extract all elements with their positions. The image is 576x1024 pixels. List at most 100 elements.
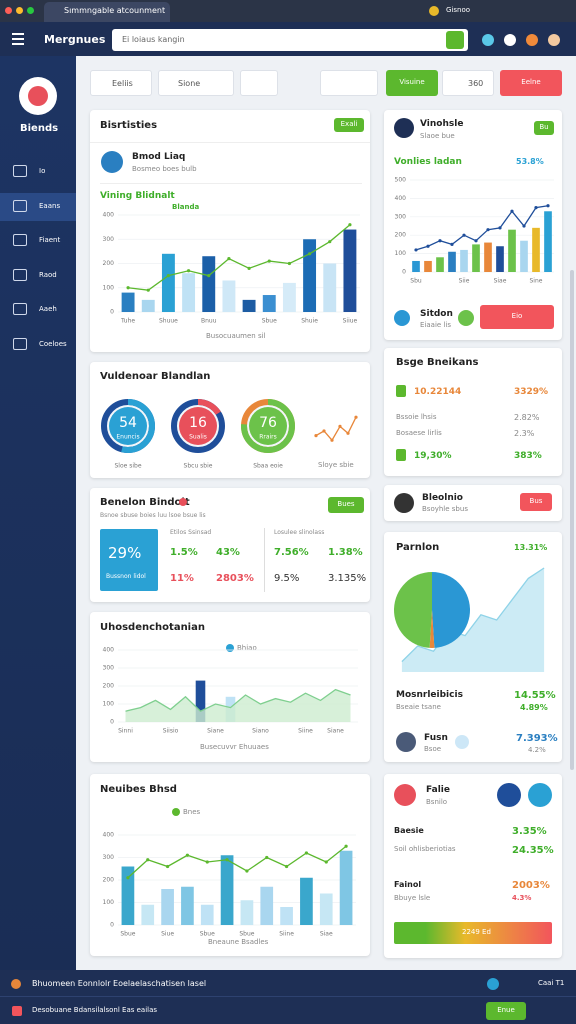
- nav-item[interactable]: Coeloes: [39, 339, 67, 348]
- column-head: Losulee slinolass: [274, 529, 325, 536]
- metric: 3.135%: [328, 573, 367, 584]
- footer-button[interactable]: [486, 1002, 526, 1020]
- card-button[interactable]: [334, 118, 364, 132]
- scrollbar[interactable]: [570, 270, 574, 770]
- subtitle: Slaoe bue: [420, 132, 455, 140]
- card: [90, 110, 370, 352]
- name: Sitdon: [420, 309, 453, 319]
- row-label: 10.22144: [414, 387, 462, 397]
- card-button[interactable]: [328, 497, 364, 513]
- logo-mark: [28, 86, 48, 106]
- header-icon: [526, 34, 538, 46]
- card-title: Falie: [426, 785, 450, 795]
- metric: 1.38%: [328, 547, 363, 558]
- action-icon: [528, 783, 552, 807]
- nav-item[interactable]: Fiaent: [39, 236, 61, 244]
- menu-icon[interactable]: [12, 38, 24, 40]
- danger-button[interactable]: [500, 70, 562, 96]
- nav-icon: [13, 337, 27, 350]
- primary-button-label[interactable]: Visuine: [399, 78, 425, 86]
- value: 53.8%: [516, 157, 544, 166]
- nav-icon: [13, 234, 27, 246]
- row-value: 383%: [514, 451, 542, 461]
- column-head: Etilos Ssinsad: [170, 529, 212, 536]
- badge-label[interactable]: Bu: [539, 123, 549, 131]
- search-bar[interactable]: [112, 29, 468, 51]
- legend: Bhiao: [237, 644, 257, 652]
- subtitle-note: Bosmeo boes bulb: [132, 165, 197, 173]
- nav-item[interactable]: Raod: [39, 270, 57, 279]
- row-value: 2.3%: [514, 429, 535, 438]
- card-title: Neuibes Bhsd: [100, 784, 177, 795]
- filter-label[interactable]: Sione: [178, 79, 201, 88]
- card-title: Benelon Bindolt: [100, 497, 190, 508]
- nav-item[interactable]: Eaans: [39, 201, 61, 210]
- footer-button-label[interactable]: Enue: [497, 1006, 515, 1014]
- value: 4.2%: [528, 746, 546, 754]
- header-icon: [482, 34, 494, 46]
- avatar: [429, 6, 439, 16]
- subtitle: Bmod Liaq: [132, 152, 186, 162]
- sidebar-brand: Biends: [20, 123, 59, 134]
- menu-icon[interactable]: [12, 43, 24, 45]
- nav-active: [0, 192, 76, 221]
- row-label: Soil ohlisberiotias: [394, 845, 456, 853]
- metric: 7.56%: [274, 547, 309, 558]
- footer-text: Desobuane Bdansilalsonl Eas eailas: [32, 1006, 158, 1014]
- row-label: Bosaese lirlis: [396, 429, 442, 437]
- filter[interactable]: [90, 70, 152, 96]
- card-button[interactable]: [520, 493, 552, 511]
- nav-icon: [13, 165, 27, 177]
- metric: 9.5%: [274, 573, 300, 584]
- action-icon: [497, 783, 521, 807]
- card-button-label[interactable]: Bus: [529, 497, 543, 505]
- metric: 11%: [170, 573, 194, 584]
- search-button[interactable]: [446, 31, 464, 49]
- danger-button-label[interactable]: Eelne: [521, 78, 541, 86]
- row-icon: [396, 385, 406, 397]
- menu-icon[interactable]: [12, 33, 24, 35]
- footer-icon: [12, 1006, 22, 1016]
- divider: [264, 528, 265, 592]
- stat-value: 14.55%: [514, 690, 556, 701]
- nav-item[interactable]: Aaeh: [39, 305, 57, 313]
- footer-icon: [11, 979, 21, 989]
- nav-icon: [13, 199, 27, 212]
- card-button[interactable]: [480, 305, 554, 329]
- card-button-label[interactable]: Eio: [511, 312, 523, 320]
- name: Bleolnio: [422, 493, 463, 503]
- stat-label: Bseaie tsane: [396, 703, 441, 711]
- stat-label: Mosnrleibicis: [396, 690, 463, 700]
- alert-dot: [179, 498, 187, 506]
- legend: Bnes: [183, 808, 201, 816]
- card-button-label[interactable]: Bues: [337, 500, 355, 508]
- card-title: Bsge Bneikans: [396, 357, 479, 368]
- card-title: Uhosdenchotanian: [100, 622, 205, 633]
- window-button: [15, 6, 23, 14]
- badge[interactable]: [534, 121, 554, 135]
- footer-icon: [487, 978, 499, 990]
- header-icon: [548, 34, 560, 46]
- legend: Blanda: [172, 203, 200, 211]
- progress-label: 2249 Ed: [462, 928, 491, 936]
- card-button-label[interactable]: Exali: [340, 120, 358, 128]
- filter[interactable]: [240, 70, 278, 96]
- filter-label[interactable]: Eeliis: [112, 79, 133, 88]
- kpi-label: Bussnon lidol: [106, 573, 146, 580]
- subtitle: Bsoe: [424, 745, 442, 753]
- icon: [458, 310, 474, 326]
- progress-bar: [394, 922, 552, 944]
- toggle[interactable]: [320, 70, 378, 96]
- nav-icon: [13, 303, 27, 315]
- search-placeholder[interactable]: Ei loiaus kangin: [122, 35, 185, 44]
- filter[interactable]: [158, 70, 234, 96]
- avatar: [396, 732, 416, 752]
- row-value: 3.35%: [512, 826, 547, 837]
- tab[interactable]: [44, 2, 170, 22]
- tab-title[interactable]: Sımmngable atcounment: [64, 6, 166, 15]
- primary-button[interactable]: [386, 70, 438, 96]
- counter: [442, 70, 494, 96]
- chart-footer: Busecuvvr Ehuuaes: [200, 743, 269, 751]
- nav-item[interactable]: Io: [39, 167, 46, 175]
